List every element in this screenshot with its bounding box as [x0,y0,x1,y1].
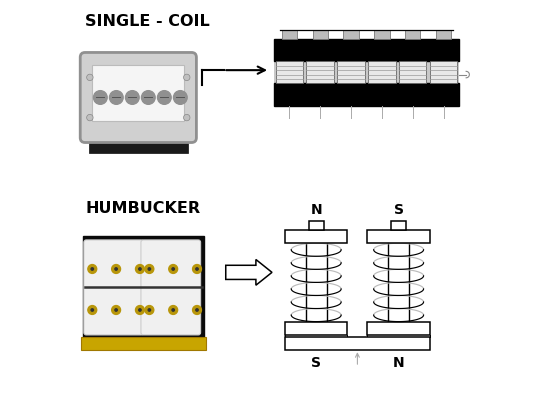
Circle shape [196,268,198,271]
Circle shape [148,309,151,312]
Circle shape [115,309,118,312]
Circle shape [169,265,178,274]
Bar [274,62,459,84]
Bar [309,221,324,230]
Circle shape [172,268,174,271]
Bar [337,62,365,84]
Circle shape [112,265,120,274]
Circle shape [145,265,154,274]
Circle shape [139,268,141,271]
Bar [368,230,430,244]
Bar [368,62,396,84]
Bar [429,62,457,84]
Circle shape [93,91,107,105]
Bar [285,230,347,244]
Circle shape [193,265,201,274]
Bar [81,337,206,350]
Circle shape [172,309,174,312]
Bar [405,31,421,40]
Bar [275,62,303,84]
Bar [306,62,334,84]
Circle shape [88,265,97,274]
Bar [285,338,430,350]
Bar [343,31,359,40]
Circle shape [135,265,144,274]
Circle shape [183,75,190,81]
Circle shape [135,306,144,315]
Bar [92,65,184,122]
Circle shape [196,309,198,312]
Bar [399,62,427,84]
Circle shape [87,115,93,122]
Polygon shape [226,260,272,286]
Bar [83,237,204,339]
Bar [282,31,297,40]
Circle shape [193,306,201,315]
Bar [374,31,390,40]
Bar [285,322,347,335]
Text: SINGLE - COIL: SINGLE - COIL [85,14,210,29]
FancyBboxPatch shape [141,240,200,335]
Bar [274,40,459,62]
Circle shape [148,268,151,271]
Circle shape [139,309,141,312]
Circle shape [91,268,93,271]
Circle shape [157,91,171,105]
Circle shape [125,91,139,105]
Circle shape [169,306,178,315]
Circle shape [91,309,93,312]
Bar [391,221,406,230]
Circle shape [112,306,120,315]
Bar [274,84,459,106]
Text: N: N [393,355,405,369]
Bar [436,31,451,40]
Text: N: N [310,203,322,217]
Circle shape [183,115,190,122]
Bar [368,322,430,335]
Text: S: S [311,355,321,369]
Bar [312,31,328,40]
Text: S: S [394,203,404,217]
Circle shape [87,75,93,81]
Bar [89,137,188,154]
FancyBboxPatch shape [80,53,197,143]
Circle shape [145,306,154,315]
Circle shape [141,91,155,105]
Circle shape [173,91,187,105]
Circle shape [109,91,123,105]
Circle shape [88,306,97,315]
FancyBboxPatch shape [84,240,144,335]
Text: HUMBUCKER: HUMBUCKER [85,200,200,215]
Circle shape [115,268,118,271]
